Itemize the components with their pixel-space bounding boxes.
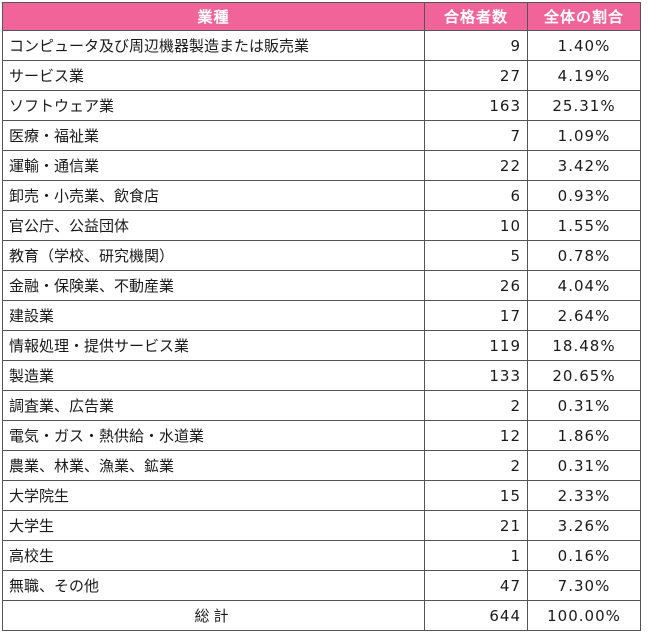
table-row: 卸売・小売業、飲食店 6 0.93% [2, 180, 641, 211]
table-row: 調査業、広告業 2 0.31% [2, 390, 641, 421]
row-industry: 建設業 [2, 300, 425, 331]
row-pct: 25.31% [527, 90, 641, 121]
header-industry: 業種 [2, 2, 425, 31]
row-count: 2 [424, 390, 528, 421]
table-row: 教育（学校、研究機関） 5 0.78% [2, 240, 641, 271]
row-count: 12 [424, 420, 528, 451]
row-pct: 0.31% [527, 450, 641, 481]
row-pct: 7.30% [527, 570, 641, 601]
row-industry: 医療・福祉業 [2, 120, 425, 151]
table-row: サービス業 27 4.19% [2, 60, 641, 91]
row-count: 22 [424, 150, 528, 181]
table-row: 無職、その他 47 7.30% [2, 570, 641, 601]
table-row: ソフトウェア業 163 25.31% [2, 90, 641, 121]
row-count: 2 [424, 450, 528, 481]
total-label: 総計 [2, 600, 425, 631]
row-pct: 1.86% [527, 420, 641, 451]
row-pct: 3.26% [527, 510, 641, 541]
row-pct: 20.65% [527, 360, 641, 391]
table-header-row: 業種 合格者数 全体の割合 [2, 2, 641, 31]
row-industry: 官公庁、公益団体 [2, 210, 425, 241]
row-pct: 2.33% [527, 480, 641, 511]
row-count: 26 [424, 270, 528, 301]
table-row: 建設業 17 2.64% [2, 300, 641, 331]
row-pct: 2.64% [527, 300, 641, 331]
row-count: 17 [424, 300, 528, 331]
table-row: 高校生 1 0.16% [2, 540, 641, 571]
row-count: 119 [424, 330, 528, 361]
table-row: 金融・保険業、不動産業 26 4.04% [2, 270, 641, 301]
row-pct: 3.42% [527, 150, 641, 181]
row-industry: サービス業 [2, 60, 425, 91]
table-row: 製造業 133 20.65% [2, 360, 641, 391]
row-pct: 1.40% [527, 30, 641, 61]
table-row: 運輸・通信業 22 3.42% [2, 150, 641, 181]
total-count: 644 [424, 600, 528, 631]
row-industry: 農業、林業、漁業、鉱業 [2, 450, 425, 481]
row-industry: 無職、その他 [2, 570, 425, 601]
table-row: 大学院生 15 2.33% [2, 480, 641, 511]
table-row: 農業、林業、漁業、鉱業 2 0.31% [2, 450, 641, 481]
row-count: 21 [424, 510, 528, 541]
row-count: 5 [424, 240, 528, 271]
row-count: 15 [424, 480, 528, 511]
table-row: 官公庁、公益団体 10 1.55% [2, 210, 641, 241]
row-pct: 1.55% [527, 210, 641, 241]
row-count: 7 [424, 120, 528, 151]
row-industry: 大学院生 [2, 480, 425, 511]
row-count: 9 [424, 30, 528, 61]
row-industry: 調査業、広告業 [2, 390, 425, 421]
total-row: 総計 644 100.00% [2, 600, 641, 631]
total-pct: 100.00% [527, 600, 641, 631]
row-pct: 0.78% [527, 240, 641, 271]
header-passers: 合格者数 [424, 2, 528, 31]
row-industry: 電気・ガス・熱供給・水道業 [2, 420, 425, 451]
table-row: 大学生 21 3.26% [2, 510, 641, 541]
row-count: 163 [424, 90, 528, 121]
row-industry: 運輸・通信業 [2, 150, 425, 181]
row-industry: 高校生 [2, 540, 425, 571]
row-industry: 情報処理・提供サービス業 [2, 330, 425, 361]
table-row: コンピュータ及び周辺機器製造または販売業 9 1.40% [2, 30, 641, 61]
row-pct: 1.09% [527, 120, 641, 151]
row-pct: 4.04% [527, 270, 641, 301]
row-pct: 0.31% [527, 390, 641, 421]
row-industry: ソフトウェア業 [2, 90, 425, 121]
row-industry: 卸売・小売業、飲食店 [2, 180, 425, 211]
row-industry: 金融・保険業、不動産業 [2, 270, 425, 301]
row-count: 47 [424, 570, 528, 601]
row-pct: 18.48% [527, 330, 641, 361]
row-count: 27 [424, 60, 528, 91]
passers-by-industry-table: 業種 合格者数 全体の割合 コンピュータ及び周辺機器製造または販売業 9 1.40%… [2, 2, 641, 631]
row-count: 6 [424, 180, 528, 211]
row-industry: 製造業 [2, 360, 425, 391]
row-pct: 4.19% [527, 60, 641, 91]
row-industry: 教育（学校、研究機関） [2, 240, 425, 271]
table-row: 情報処理・提供サービス業 119 18.48% [2, 330, 641, 361]
row-industry: コンピュータ及び周辺機器製造または販売業 [2, 30, 425, 61]
row-industry: 大学生 [2, 510, 425, 541]
table-row: 医療・福祉業 7 1.09% [2, 120, 641, 151]
row-pct: 0.93% [527, 180, 641, 211]
header-share: 全体の割合 [527, 2, 641, 31]
row-count: 133 [424, 360, 528, 391]
row-pct: 0.16% [527, 540, 641, 571]
row-count: 1 [424, 540, 528, 571]
row-count: 10 [424, 210, 528, 241]
table-row: 電気・ガス・熱供給・水道業 12 1.86% [2, 420, 641, 451]
